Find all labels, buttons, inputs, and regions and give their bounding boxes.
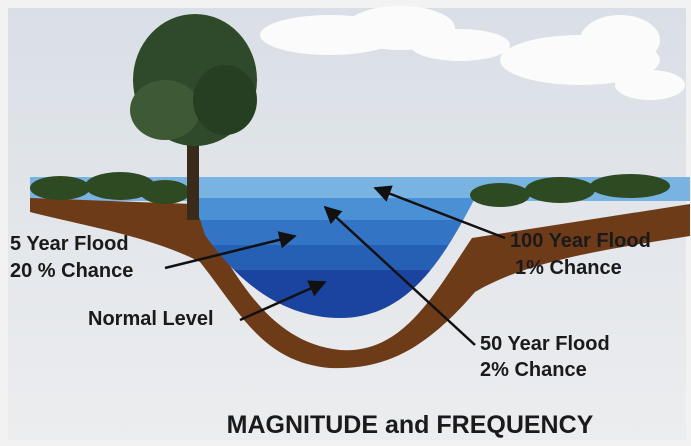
label-line: 50 Year Flood [480, 333, 610, 355]
flood-diagram: 5 Year Flood 20 % Chance Normal Level 10… [0, 0, 691, 446]
page: 5 Year Flood 20 % Chance Normal Level 10… [0, 0, 691, 446]
label-line: 1% Chance [515, 257, 622, 279]
label-line: Normal Level [88, 308, 214, 330]
label-line: 5 Year Flood [10, 233, 129, 255]
title: MAGNITUDE and FREQUENCY [227, 411, 594, 439]
label-line: 20 % Chance [10, 260, 133, 282]
label-line: 100 Year Flood [510, 230, 651, 252]
label-line: 2% Chance [480, 359, 587, 381]
